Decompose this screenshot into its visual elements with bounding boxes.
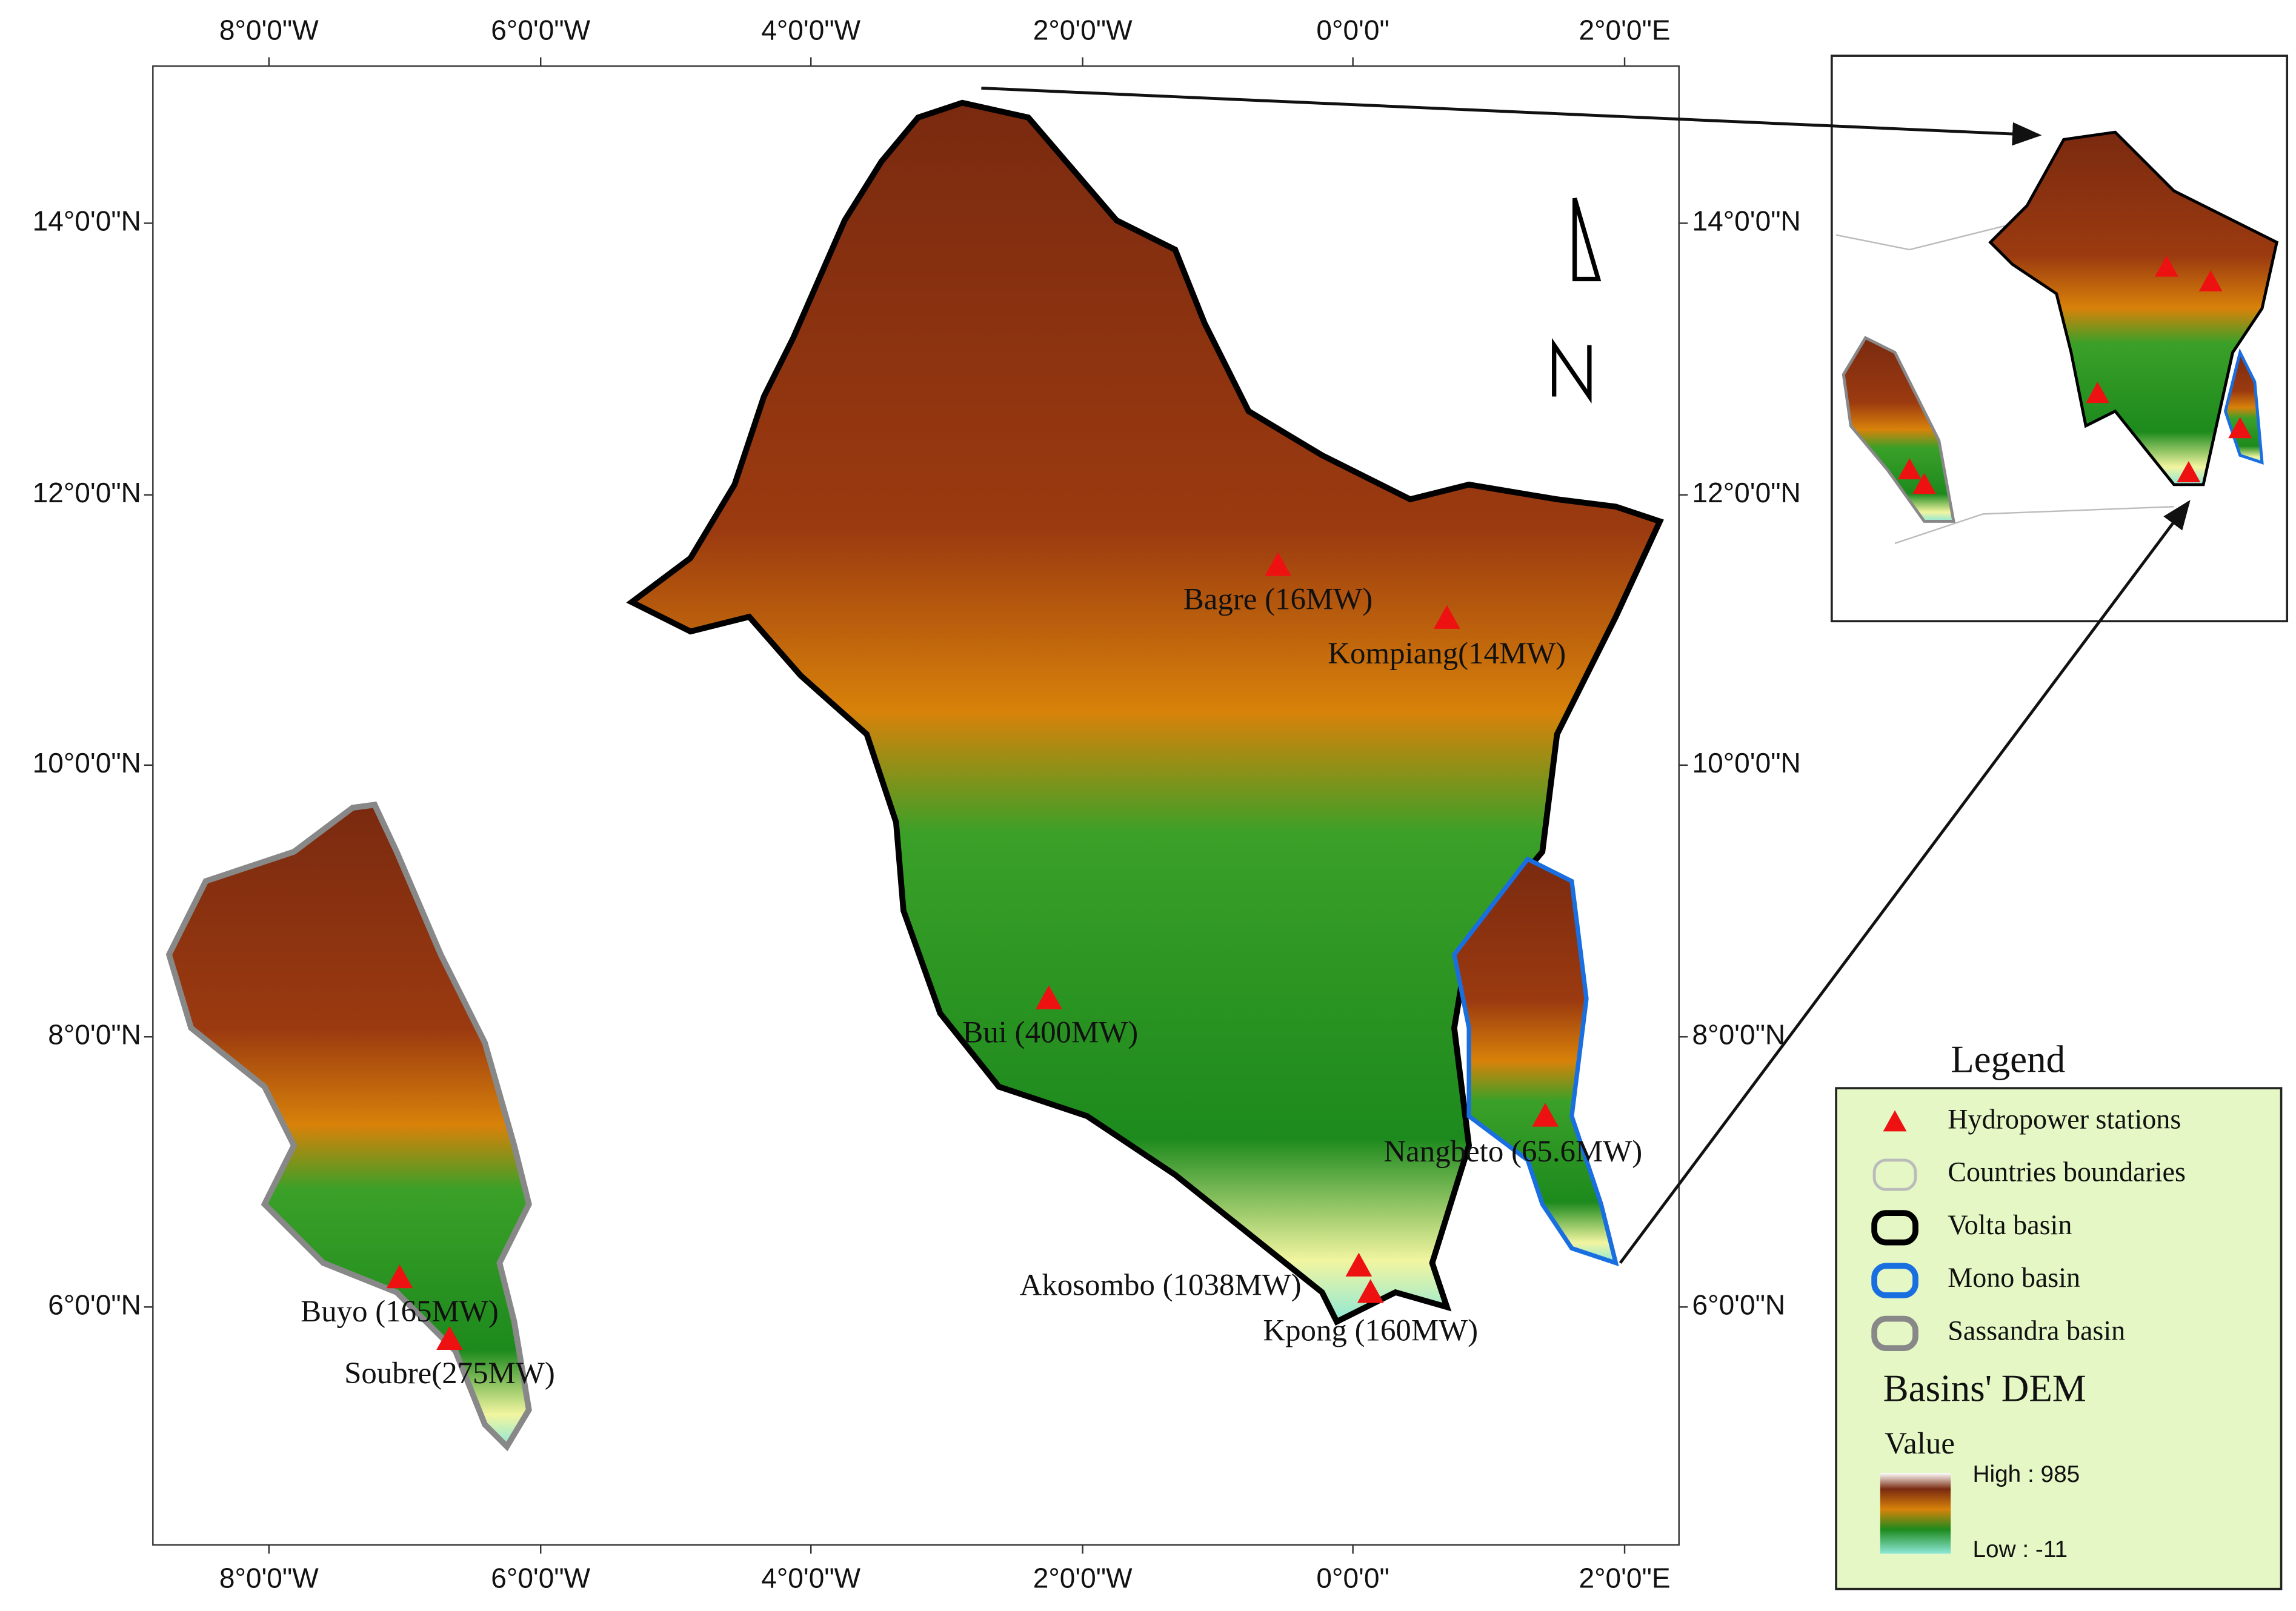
lon-label: 2°0'0"E [1579,1562,1671,1593]
lat-label: 14°0'0"N [33,205,141,237]
station-label: Nangbeto (65.6MW) [1383,1135,1642,1169]
station-marker [1433,605,1460,629]
station-label: Soubre(275MW) [344,1357,555,1390]
arrow [1619,500,2191,1264]
legend-title: Legend [1951,1038,2065,1080]
lon-label: 0°0'0" [1316,14,1389,45]
lat-label: 12°0'0"N [33,477,141,508]
lat-label: 6°0'0"N [1692,1289,1786,1320]
lon-label: 4°0'0"W [761,1562,860,1593]
lon-label: 6°0'0"W [491,1562,590,1593]
lon-label: 2°0'0"W [1033,1562,1133,1593]
lon-label: 8°0'0"W [219,1562,319,1593]
lat-label: 14°0'0"N [1692,205,1801,237]
lat-label: 12°0'0"N [1692,477,1801,508]
inset-station [2228,417,2252,439]
lon-label: 6°0'0"W [491,14,590,45]
station-label: Bagre (16MW) [1183,582,1373,616]
arrow [981,87,2042,146]
lon-label: 4°0'0"W [761,14,860,45]
station-marker [436,1326,463,1350]
station-label: Kompiang(14MW) [1328,637,1566,671]
sassandra-basin [165,802,532,1452]
mono-basin [1451,856,1619,1267]
legend-icon [1883,1110,1907,1132]
lon-label: 2°0'0"W [1033,14,1133,45]
station-label: Akosombo (1038MW) [1020,1268,1302,1302]
dem-ramp [1880,1473,1951,1554]
lat-label: 10°0'0"N [33,747,141,779]
north-arrow [1552,198,1602,404]
legend-item: Volta basin [1948,1209,2072,1240]
dem-title: Basins' DEM [1883,1367,2086,1409]
legend-icon [1871,1263,1918,1298]
lon-label: 0°0'0" [1316,1562,1389,1593]
inset-station [2086,382,2109,404]
value-label: Value [1885,1427,1955,1461]
legend-item: Hydropower stations [1948,1103,2181,1134]
low-label: Low : -11 [1973,1536,2068,1563]
inset-map [1835,130,2279,544]
station-label: Buyo (165MW) [301,1295,499,1329]
legend-icon [1871,1315,1918,1351]
legend-item: Sassandra basin [1948,1315,2125,1346]
inset-station [2155,255,2178,277]
inset-station [2198,270,2223,291]
volta-basin [626,99,1664,1326]
legend-icon [1872,1158,1917,1191]
lat-label: 10°0'0"N [1692,747,1801,779]
station-label: Kpong (160MW) [1263,1314,1478,1348]
inset-station [2177,461,2201,483]
station-marker [1265,552,1291,576]
lat-label: 8°0'0"N [48,1018,141,1050]
station-marker [1532,1103,1559,1127]
legend-item: Countries boundaries [1948,1157,2186,1187]
inset-station [1912,473,1936,494]
station-marker [1357,1279,1384,1303]
legend-icon [1871,1210,1918,1246]
inset-station [1897,458,1922,480]
high-label: High : 985 [1973,1461,2080,1487]
station-marker [1036,985,1062,1009]
lon-label: 2°0'0"E [1579,14,1671,45]
lon-label: 8°0'0"W [219,14,319,45]
lat-label: 6°0'0"N [48,1289,141,1320]
station-marker [1345,1252,1373,1277]
station-label: Bui (400MW) [962,1016,1138,1050]
legend-item: Mono basin [1948,1262,2080,1293]
station-marker [386,1264,413,1289]
lat-label: 8°0'0"N [1692,1018,1786,1050]
